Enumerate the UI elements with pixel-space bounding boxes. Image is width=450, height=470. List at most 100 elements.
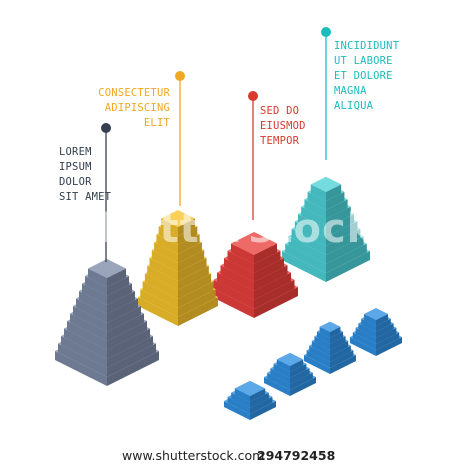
gray-pyramid-step-right xyxy=(107,306,141,332)
blue-pyramid-1-step-left xyxy=(227,396,250,414)
teal-pointer-dot xyxy=(321,27,331,37)
yellow-pyramid-step-right xyxy=(178,265,209,290)
blue-pyramid-2-step-right xyxy=(290,359,304,372)
label-sed-line: TEMPOR xyxy=(260,135,300,147)
gray-pyramid-step-left xyxy=(73,306,107,332)
yellow-pyramid-step-left xyxy=(138,297,178,326)
gray-pyramid xyxy=(55,259,159,386)
blue-pyramid-2-step-left xyxy=(276,359,290,372)
yellow-pyramid-step-left xyxy=(151,249,178,272)
blue-pyramid-2-step-right xyxy=(290,363,307,378)
yellow-pyramid xyxy=(138,210,218,326)
teal-pyramid-step-right xyxy=(326,251,370,282)
red-pointer-dot xyxy=(248,91,258,101)
teal-pyramid-step-right xyxy=(326,206,351,228)
red-pyramid-step-right xyxy=(254,279,295,309)
blue-pyramid-3-step-left xyxy=(317,331,330,344)
label-incididunt-line: ET DOLORE xyxy=(334,70,393,82)
yellow-pyramid-step-right xyxy=(178,242,202,263)
teal-pyramid xyxy=(282,176,370,282)
blue-pyramid-2-step-right xyxy=(290,372,313,390)
blue-pyramid-1-step-left xyxy=(231,392,250,408)
teal-pyramid-step-left xyxy=(304,199,326,219)
teal-pyramid-step-right xyxy=(326,214,354,237)
teal-pyramid-step-right xyxy=(326,228,361,255)
yellow-pointer xyxy=(175,71,185,206)
label-lorem-line: LOREM xyxy=(59,146,92,158)
blue-pyramid-3-step-left xyxy=(314,336,330,350)
yellow-pyramid-step-left xyxy=(158,226,178,245)
teal-pyramid-step-right xyxy=(326,221,358,246)
gray-pyramid-step-top xyxy=(88,259,126,278)
label-lorem-line: DOLOR xyxy=(59,176,92,188)
red-pyramid-step-right xyxy=(254,243,277,264)
blue-pyramid-1-step-right xyxy=(250,396,273,414)
footer-id-text: 294792458 xyxy=(257,448,336,463)
blue-pyramid-3-step-left xyxy=(311,340,330,356)
red-pyramid-step-left xyxy=(210,287,254,318)
red-pyramid-step-left xyxy=(224,258,254,282)
yellow-pyramid-step-left xyxy=(140,289,178,317)
label-consectetur-line: ADIPISCING xyxy=(104,102,170,114)
blue-pyramid-4-step-right xyxy=(376,337,402,356)
blue-pyramid-3-step-right xyxy=(330,355,356,374)
red-pyramid-step-right xyxy=(254,258,284,282)
gray-pyramid-step-left xyxy=(88,268,107,287)
yellow-pyramid-step-top xyxy=(161,210,195,227)
red-pyramid-step-left xyxy=(231,243,254,264)
gray-pyramid-step-right xyxy=(107,343,156,377)
gray-pointer xyxy=(101,123,111,262)
yellow-pyramid-step-left xyxy=(144,273,178,299)
gray-pyramid-step-left xyxy=(61,336,107,368)
gray-pyramid-step-left xyxy=(79,291,107,314)
label-incididunt-line: MAGNA xyxy=(334,85,367,97)
teal-pyramid-step-right xyxy=(326,184,342,201)
footer-site-text: www.shutterstock.com xyxy=(122,448,265,463)
blue-pyramid-4-step-left xyxy=(352,332,376,350)
blue-pyramid-4-step-right xyxy=(376,318,391,332)
label-incididunt-line: ALIQUA xyxy=(334,100,374,112)
blue-pyramid-1-step-left xyxy=(234,388,250,402)
blue-pyramid-4-step-right xyxy=(376,327,397,344)
teal-pyramid-step-left xyxy=(307,191,326,210)
pointer-layer xyxy=(101,27,331,262)
red-pyramid-step-left xyxy=(220,265,254,291)
blue-pyramid-2-step-left xyxy=(264,377,290,396)
red-pyramid-step-left xyxy=(217,272,254,300)
blue-pyramid-3-step-right xyxy=(330,326,341,338)
teal-pyramid-step-left xyxy=(298,214,326,237)
yellow-pyramid-step-right xyxy=(178,281,214,308)
teal-pyramid-step-left xyxy=(294,221,326,246)
teal-pyramid-step-right xyxy=(326,236,364,264)
gray-pyramid-step-left xyxy=(64,328,107,359)
yellow-pyramid-step-right xyxy=(178,226,198,245)
yellow-pyramid-step-left xyxy=(147,265,178,290)
gray-pointer-dot xyxy=(101,123,111,133)
blue-pyramid-4-step-right xyxy=(376,314,388,326)
yellow-pyramid-step-right xyxy=(178,297,218,326)
blue-pyramid-2-step-left xyxy=(273,363,290,378)
blue-pyramid-4-step-left xyxy=(355,327,376,344)
red-pyramid-step-right xyxy=(254,250,281,273)
red-pyramid-step-right xyxy=(254,287,298,318)
gray-pyramid-step-right xyxy=(107,328,150,359)
blue-pyramid-3-step-right xyxy=(330,340,349,356)
red-pyramid-step-left xyxy=(227,250,254,273)
yellow-pyramid-step-left xyxy=(154,242,178,263)
red-pointer xyxy=(248,91,258,220)
yellow-pyramid-step-left xyxy=(156,234,178,254)
teal-pyramid-step-right xyxy=(326,191,345,210)
label-incididunt: INCIDIDUNT UT LABORE ET DOLORE MAGNA ALI… xyxy=(334,39,399,114)
blue-pyramid-4-step-left xyxy=(361,318,376,332)
blue-pyramid-4 xyxy=(350,308,402,356)
blue-pyramid-1-step-left xyxy=(224,401,250,420)
blue-pyramid-2-step-top xyxy=(276,352,304,366)
yellow-pyramid-step-right xyxy=(178,257,207,281)
teal-pyramid-step-left xyxy=(285,243,326,273)
gray-pyramid-step-right xyxy=(107,321,147,350)
blue-pyramid-3-step-top xyxy=(319,321,341,332)
blue-pyramid-3 xyxy=(304,321,356,374)
gray-pyramid-step-right xyxy=(107,268,126,287)
label-sed-line: EIUSMOD xyxy=(260,120,306,132)
